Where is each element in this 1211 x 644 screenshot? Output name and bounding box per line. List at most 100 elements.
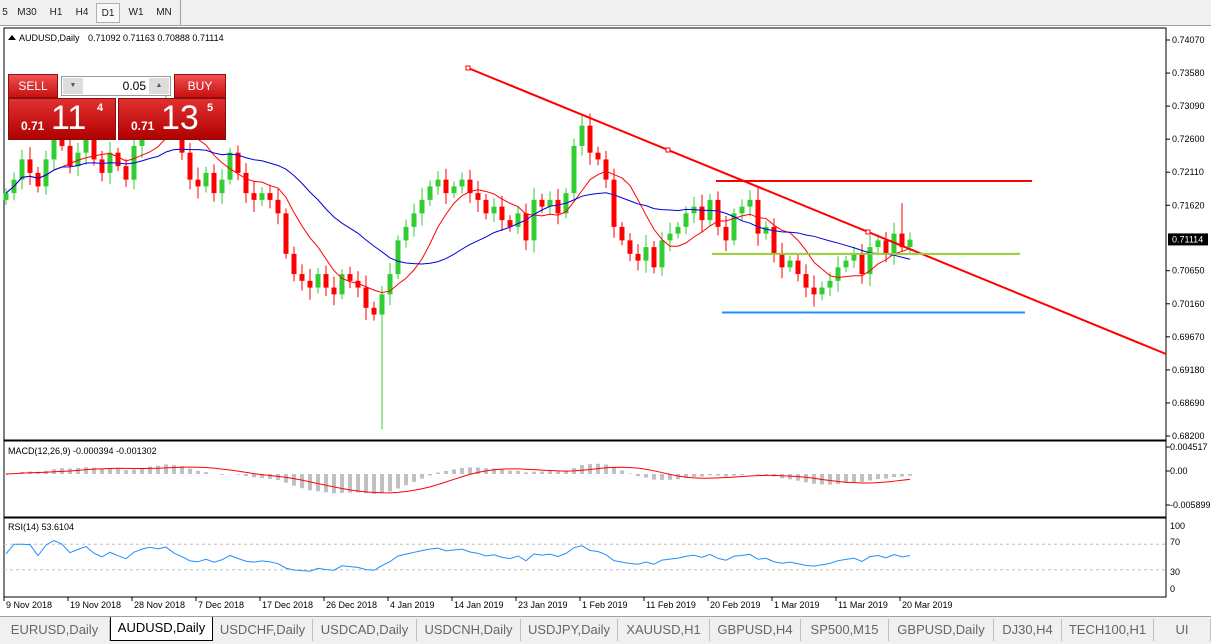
bear-candle — [123, 166, 129, 180]
bid-price-button[interactable]: 0.71 11 4 — [8, 98, 116, 140]
timeframe-d1[interactable]: D1 — [96, 3, 120, 23]
macd-bar — [148, 466, 152, 474]
bull-candle — [435, 179, 441, 187]
price-label: 0.74070 — [1172, 35, 1205, 45]
bear-candle — [715, 199, 721, 227]
macd-bar — [900, 474, 904, 477]
bull-candle — [571, 145, 577, 194]
bull-candle — [675, 226, 681, 234]
chart-tab[interactable]: USDJPY,Daily — [521, 619, 618, 641]
lot-increase-icon[interactable]: ▲ — [149, 78, 169, 94]
chart-tab[interactable]: UI — [1154, 619, 1211, 641]
chart-tab[interactable]: SP500,M15 — [801, 619, 889, 641]
bear-candle — [523, 213, 529, 241]
chart-tab[interactable]: GBPUSD,H4 — [710, 619, 801, 641]
macd-bar — [300, 474, 304, 489]
macd-bar — [660, 474, 664, 480]
bear-candle — [283, 213, 289, 254]
bull-candle — [459, 179, 465, 187]
chart-tab[interactable]: AUDUSD,Daily — [110, 617, 213, 641]
date-label: 1 Mar 2019 — [774, 600, 820, 610]
bear-candle — [539, 199, 545, 207]
bear-candle — [619, 226, 625, 241]
macd-bar — [836, 474, 840, 485]
chart-tab[interactable]: USDCHF,Daily — [213, 619, 313, 641]
macd-bar — [468, 467, 472, 474]
bear-candle — [363, 287, 369, 308]
bull-candle — [763, 226, 769, 234]
chart-tab[interactable]: USDCNH,Daily — [417, 619, 521, 641]
ask-main: 13 — [161, 99, 199, 137]
rsi-axis-label: 70 — [1170, 537, 1180, 547]
bear-candle — [211, 172, 217, 194]
bull-candle — [827, 280, 833, 288]
macd-bar — [348, 474, 352, 493]
macd-bar — [76, 468, 80, 474]
bear-candle — [115, 152, 121, 167]
macd-bar — [740, 474, 744, 475]
bull-candle — [83, 139, 89, 153]
macd-bar — [788, 474, 792, 480]
macd-axis-label: 0.004517 — [1170, 442, 1208, 452]
macd-bar — [868, 474, 872, 481]
chart-tab[interactable]: GBPUSD,Daily — [889, 619, 994, 641]
bear-candle — [587, 125, 593, 153]
timeframe-5[interactable]: 5 — [2, 7, 8, 18]
macd-bar — [380, 474, 384, 494]
macd-bar — [620, 470, 624, 474]
macd-bar — [492, 468, 496, 474]
timeframe-w1[interactable]: W1 — [128, 7, 144, 18]
macd-bar — [4, 474, 8, 475]
collapse-triangle-icon — [8, 35, 16, 40]
bear-candle — [331, 287, 337, 295]
bear-candle — [779, 253, 785, 268]
ask-price-button[interactable]: 0.71 13 5 — [118, 98, 226, 140]
macd-bar — [668, 474, 672, 480]
macd-bar — [276, 474, 280, 480]
timeframe-h4[interactable]: H4 — [75, 7, 89, 18]
bear-candle — [811, 287, 817, 295]
timeframe-toolbar: 5 M30 H1 H4 D1 W1 MN — [0, 0, 1211, 26]
chart-tab[interactable]: XAUUSD,H1 — [618, 619, 710, 641]
bull-candle — [747, 199, 753, 207]
buy-button[interactable]: BUY — [174, 74, 226, 98]
bid-main: 11 — [51, 99, 87, 137]
sell-button[interactable]: SELL — [8, 74, 58, 98]
macd-bar — [812, 474, 816, 484]
macd-bar — [172, 464, 176, 474]
chart-canvas[interactable]: 0.74070 0.73580 0.73090 0.72600 0.72110 0.716… — [0, 26, 1211, 616]
macd-bar — [612, 467, 616, 474]
bull-candle — [843, 260, 849, 268]
moving-average-slow — [5, 148, 911, 265]
chart-window[interactable]: 0.74070 0.73580 0.73090 0.72600 0.72110 0.716… — [0, 26, 1211, 616]
bull-candle — [867, 247, 873, 275]
macd-bar — [764, 474, 768, 476]
bear-candle — [467, 179, 473, 194]
macd-bar — [724, 474, 728, 477]
macd-bar — [460, 467, 464, 474]
date-label: 17 Dec 2018 — [262, 600, 313, 610]
chart-tab[interactable]: TECH100,H1 — [1062, 619, 1154, 641]
bid-prefix: 0.71 — [21, 119, 45, 133]
timeframe-mn[interactable]: MN — [156, 7, 172, 18]
date-label: 7 Dec 2018 — [198, 600, 244, 610]
bear-candle — [323, 274, 329, 288]
timeframe-h1[interactable]: H1 — [49, 7, 63, 18]
chart-tab[interactable]: EURUSD,Daily — [0, 619, 110, 641]
lot-size-input[interactable]: ▼ 0.05 ▲ — [61, 76, 171, 96]
macd-bar — [580, 465, 584, 474]
chart-tab[interactable]: DJ30,H4 — [994, 619, 1062, 641]
bull-candle — [787, 260, 793, 268]
timeframe-m30[interactable]: M30 — [17, 7, 37, 18]
macd-bar — [876, 474, 880, 480]
bull-candle — [875, 240, 881, 248]
macd-bar — [156, 465, 160, 474]
bear-candle — [603, 159, 609, 180]
lot-decrease-icon[interactable]: ▼ — [63, 78, 83, 94]
chart-tab[interactable]: USDCAD,Daily — [313, 619, 417, 641]
bull-candle — [579, 125, 585, 146]
macd-bar — [508, 470, 512, 474]
bear-candle — [347, 274, 353, 281]
bull-candle — [835, 267, 841, 281]
macd-bar — [908, 474, 912, 476]
